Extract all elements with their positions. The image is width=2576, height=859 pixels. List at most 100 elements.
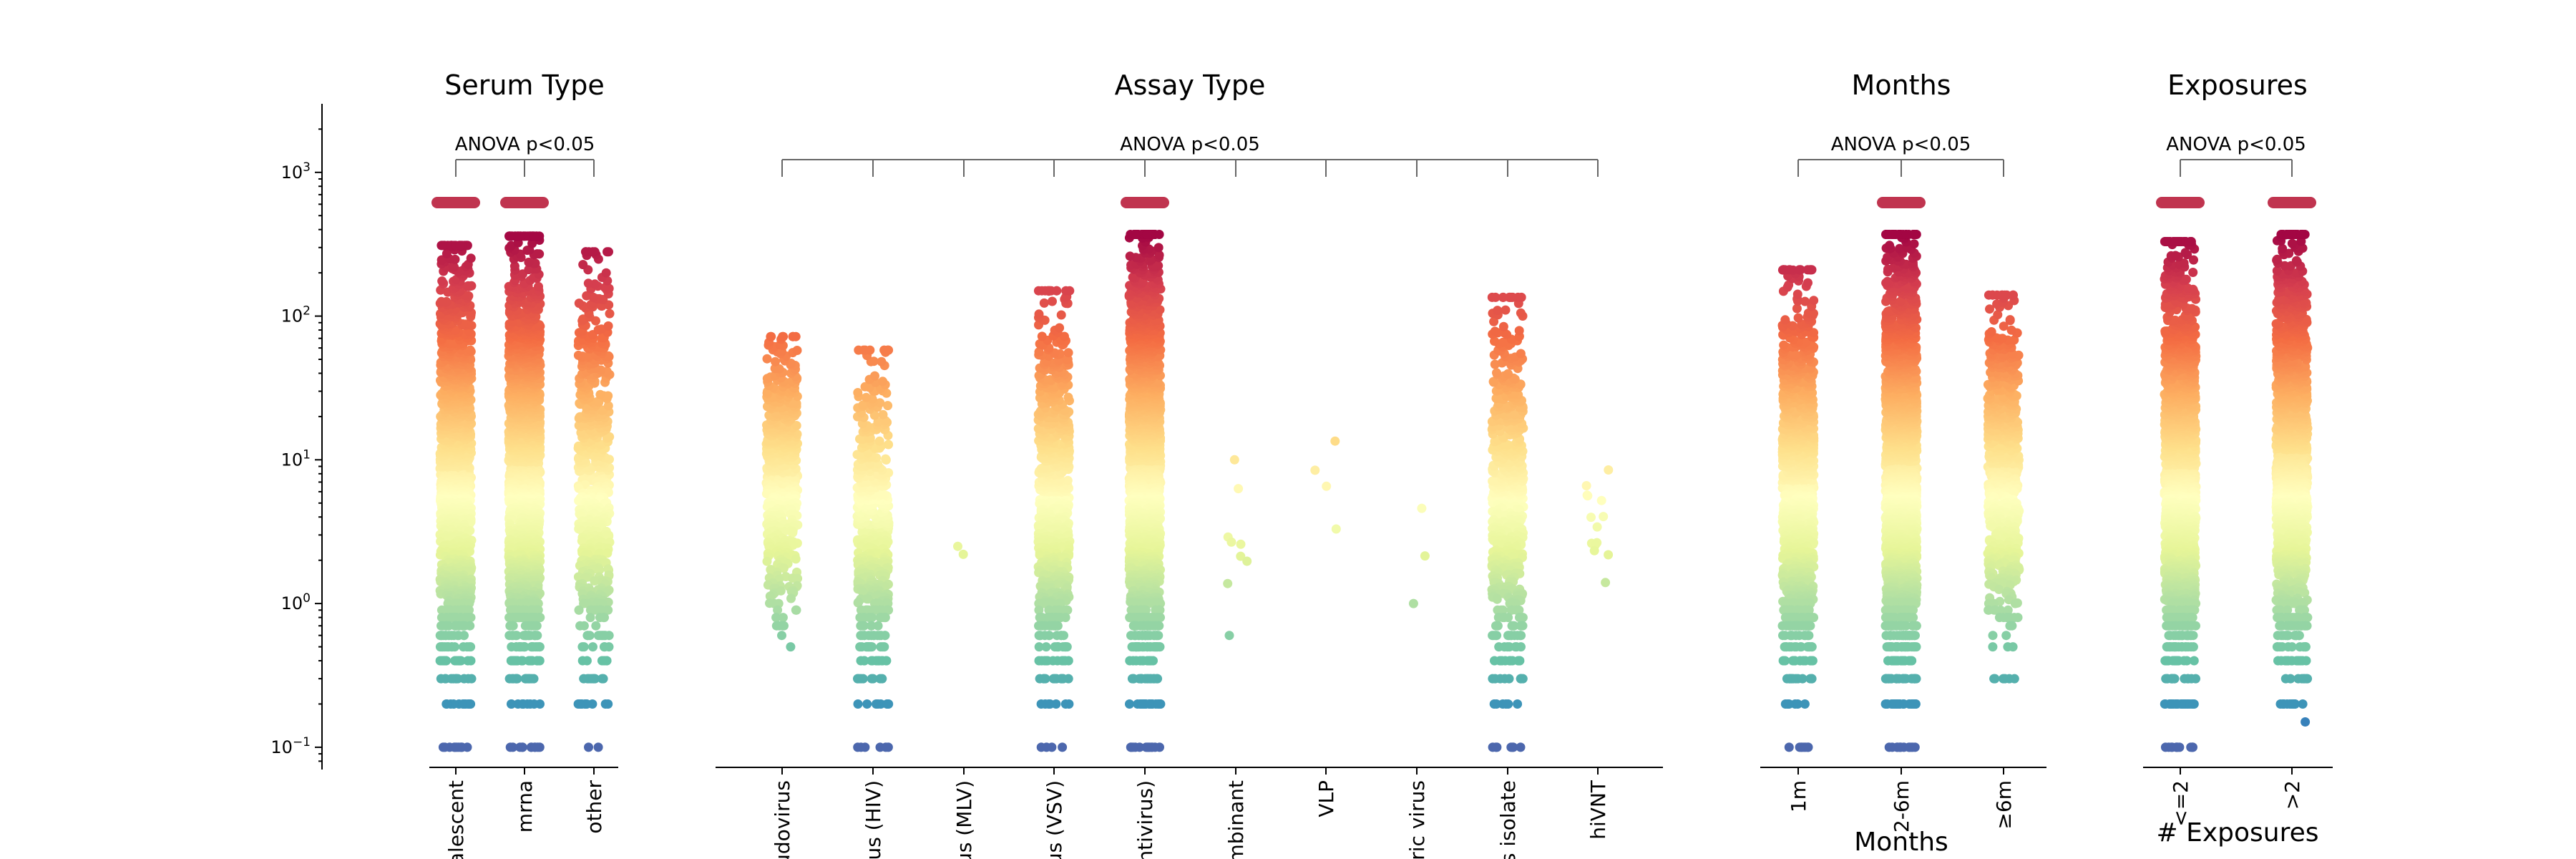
data-point — [588, 674, 598, 684]
data-point — [593, 742, 603, 752]
data-point — [791, 331, 801, 341]
data-point — [507, 656, 517, 666]
data-point — [455, 241, 465, 251]
data-point — [529, 674, 539, 684]
data-point — [459, 674, 469, 684]
x-tick-label: irus (HIV) — [862, 780, 885, 859]
data-point — [786, 642, 796, 652]
x-tick-label: other — [582, 780, 606, 834]
data-point — [466, 699, 476, 709]
data-point — [504, 231, 514, 241]
data-point — [532, 621, 542, 631]
data-point — [573, 350, 583, 360]
data-point — [584, 742, 593, 752]
data-point — [517, 742, 527, 752]
data-point — [524, 621, 534, 631]
data-point — [456, 656, 466, 666]
anova-label: ANOVA p<0.05 — [455, 134, 595, 155]
data-point — [575, 699, 585, 709]
data-point — [449, 631, 459, 641]
data-point — [530, 742, 540, 752]
data-point — [771, 356, 780, 367]
data-point — [534, 281, 543, 291]
data-point — [447, 674, 457, 684]
anova-bracket — [455, 159, 595, 177]
data-point — [582, 656, 592, 666]
data-point — [505, 742, 515, 752]
data-point — [532, 656, 542, 666]
panel-title: Assay Type — [1115, 69, 1266, 101]
data-point — [587, 247, 597, 257]
data-point — [762, 354, 772, 364]
anova-bracket — [781, 159, 1599, 177]
data-point — [467, 281, 477, 291]
data-point — [593, 631, 603, 641]
panel-serum-type: Serum Type ANOVA p<0.05 valescent mrna other — [429, 69, 618, 859]
data-point — [792, 346, 802, 355]
data-point — [583, 631, 593, 641]
data-point — [441, 621, 452, 631]
data-point — [441, 699, 452, 709]
data-point — [603, 321, 613, 331]
data-point — [603, 699, 613, 709]
data-point — [579, 642, 589, 652]
data-point — [591, 621, 601, 631]
data-point — [786, 593, 796, 603]
data-point — [466, 642, 476, 652]
data-point — [438, 742, 448, 752]
data-point — [524, 656, 534, 666]
data-point — [511, 642, 521, 652]
data-point — [444, 642, 454, 652]
data-point — [791, 554, 801, 564]
data-point — [507, 674, 517, 684]
data-point — [452, 621, 462, 631]
data-point — [466, 613, 476, 623]
data-point — [771, 613, 781, 623]
data-point — [452, 613, 462, 623]
data-point — [438, 631, 448, 641]
x-tick-label: valescent — [444, 780, 468, 859]
data-point — [518, 699, 528, 709]
anova-label: ANOVA p<0.05 — [1120, 134, 1260, 155]
data-point — [521, 631, 530, 641]
x-tick-label: eudovirus — [771, 780, 794, 859]
data-point — [574, 299, 584, 309]
panel-title: Serum Type — [444, 69, 605, 101]
x-tick-label: mrna — [513, 780, 537, 833]
data-point — [513, 231, 523, 241]
data-point — [777, 631, 786, 641]
data-point — [579, 621, 589, 631]
data-point — [595, 389, 605, 399]
data-point — [604, 642, 614, 652]
data-point — [604, 247, 613, 257]
data-point — [508, 621, 518, 631]
y-tick-label: 101 — [281, 447, 311, 470]
data-point — [441, 613, 452, 623]
y-tick-label: 103 — [281, 160, 311, 183]
data-point — [524, 257, 534, 267]
data-point — [435, 656, 445, 666]
data-point — [588, 642, 597, 652]
data-point — [466, 253, 476, 263]
data-point — [512, 631, 522, 641]
data-point — [574, 605, 584, 615]
data-point — [578, 260, 588, 270]
data-point — [766, 331, 776, 341]
data-point — [507, 613, 517, 623]
data-point — [530, 631, 540, 641]
data-point — [605, 309, 615, 319]
panel-assay-type: Assay Type ANOVA p<0.05 eudovirus irus (HIV… — [716, 69, 1663, 859]
data-point — [436, 674, 446, 684]
data-point — [528, 613, 538, 623]
y-tick-label: 102 — [281, 304, 311, 326]
data-point — [597, 656, 607, 666]
data-point — [436, 296, 447, 306]
data-point — [438, 241, 448, 251]
y-tick-label: 10−1 — [270, 735, 311, 757]
strip-pseudovirus: eudovirus — [761, 331, 803, 859]
data-point — [437, 276, 447, 286]
panels: Serum Type ANOVA p<0.05 valescent mrna other… — [429, 69, 2333, 859]
